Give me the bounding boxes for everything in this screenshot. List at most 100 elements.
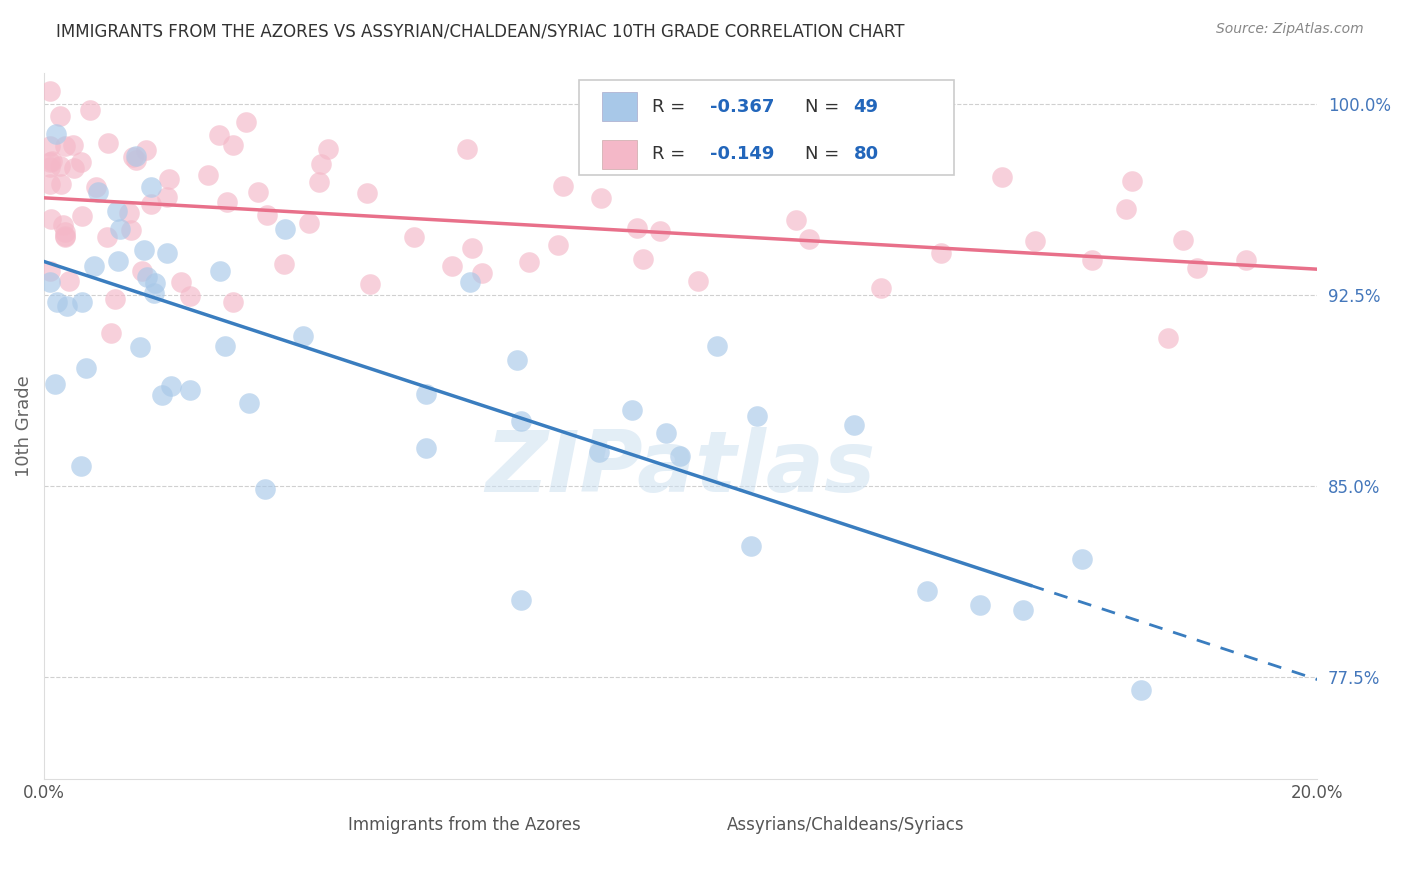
Point [799, 232, 821, 246]
Point [725, 142, 748, 156]
Point [235, 115, 257, 129]
Point [70, 209, 93, 223]
Point [75, 360, 97, 375]
Bar [602, 92, 637, 121]
Point [39, 84, 62, 98]
Point [159, 378, 181, 392]
Point [458, 275, 481, 289]
Point [402, 229, 425, 244]
Point [461, 241, 484, 255]
Point [179, 383, 201, 397]
Point [62, 137, 84, 152]
Point [510, 414, 533, 428]
Point [740, 540, 762, 554]
Point [208, 264, 231, 278]
Point [39, 160, 62, 174]
Point [134, 243, 156, 257]
Point [1173, 233, 1195, 247]
Point [39, 275, 62, 289]
Text: IMMIGRANTS FROM THE AZORES VS ASSYRIAN/CHALDEAN/SYRIAC 10TH GRADE CORRELATION CH: IMMIGRANTS FROM THE AZORES VS ASSYRIAN/C… [56, 22, 904, 40]
Point [39, 264, 62, 278]
Point [179, 289, 201, 303]
Text: R =: R = [652, 145, 692, 163]
Point [648, 224, 671, 238]
Point [1234, 253, 1257, 268]
Point [471, 266, 494, 280]
Point [124, 153, 146, 168]
Point [49, 160, 72, 174]
Point [214, 338, 236, 352]
Point [39, 155, 62, 169]
Point [591, 191, 613, 205]
Point [1115, 202, 1137, 216]
Point [745, 409, 768, 423]
Point [308, 175, 330, 189]
Point [256, 209, 278, 223]
Point [356, 186, 378, 200]
Point [39, 177, 62, 191]
Text: -0.367: -0.367 [710, 98, 775, 116]
Point [52, 218, 75, 232]
Point [122, 150, 145, 164]
Point [316, 142, 339, 156]
Point [253, 482, 276, 496]
Point [53, 230, 76, 244]
Point [547, 237, 569, 252]
Point [141, 180, 163, 194]
Point [107, 253, 129, 268]
Point [170, 275, 193, 289]
Point [135, 143, 157, 157]
Point [143, 276, 166, 290]
Text: Assyrians/Chaldeans/Syriacs: Assyrians/Chaldeans/Syriacs [727, 815, 965, 834]
Point [49, 109, 72, 123]
Point [631, 252, 654, 267]
Bar [693, 813, 721, 837]
Point [128, 341, 150, 355]
Point [292, 329, 315, 343]
Point [969, 598, 991, 612]
Y-axis label: 10th Grade: 10th Grade [15, 375, 32, 476]
Point [1130, 682, 1153, 697]
Text: N =: N = [806, 98, 845, 116]
Text: N =: N = [806, 145, 845, 163]
Point [869, 281, 891, 295]
Point [915, 583, 938, 598]
Point [654, 426, 676, 441]
Point [215, 195, 238, 210]
Point [588, 445, 610, 459]
Point [510, 592, 533, 607]
Point [991, 169, 1014, 184]
Point [49, 177, 72, 191]
Point [104, 292, 127, 306]
Point [120, 223, 142, 237]
Point [97, 136, 120, 150]
Point [150, 387, 173, 401]
Point [100, 326, 122, 340]
Point [96, 229, 118, 244]
Point [118, 206, 141, 220]
Point [208, 128, 231, 143]
Point [311, 157, 333, 171]
Point [621, 402, 644, 417]
Point [55, 138, 77, 153]
Point [39, 139, 62, 153]
Text: -0.149: -0.149 [710, 145, 775, 163]
Point [273, 257, 295, 271]
Point [1185, 261, 1208, 276]
Point [83, 259, 105, 273]
Point [56, 299, 79, 313]
Point [87, 185, 110, 199]
Point [157, 171, 180, 186]
Point [785, 213, 807, 227]
Point [669, 449, 692, 463]
Point [1157, 331, 1180, 345]
Point [84, 180, 107, 194]
Point [53, 229, 76, 244]
Text: ZIPatlas: ZIPatlas [485, 426, 876, 509]
Point [686, 274, 709, 288]
Point [45, 127, 67, 141]
Text: Source: ZipAtlas.com: Source: ZipAtlas.com [1216, 22, 1364, 37]
Point [359, 277, 381, 291]
Bar [602, 140, 637, 169]
Point [246, 186, 269, 200]
